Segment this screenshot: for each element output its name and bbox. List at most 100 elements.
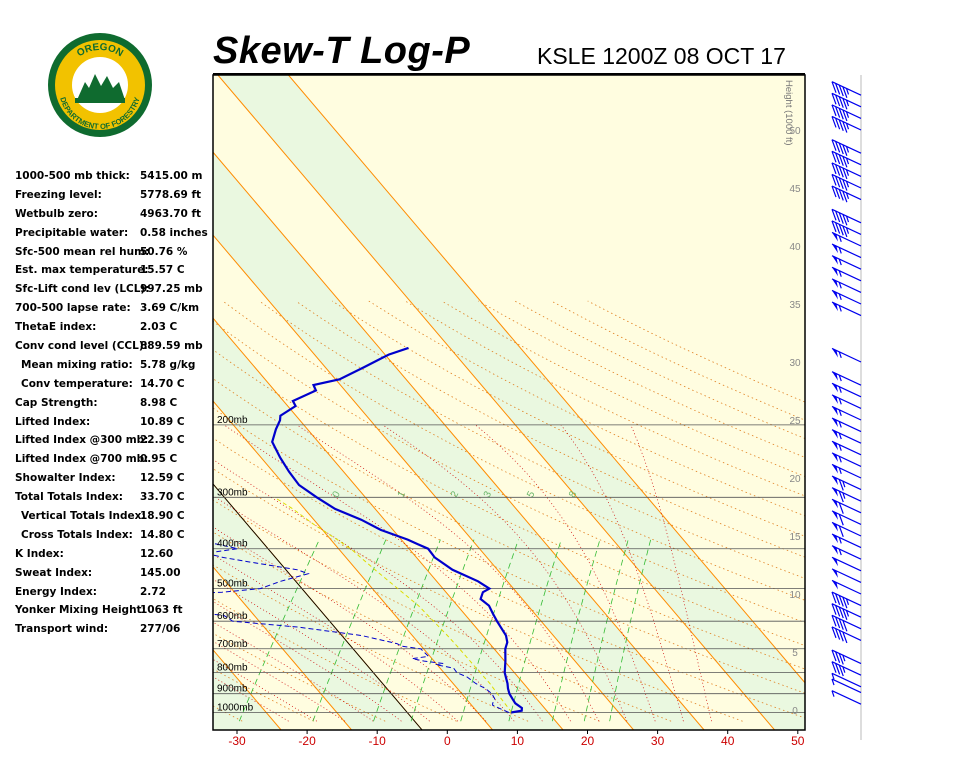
index-label: 700-500 lapse rate: [15,302,131,315]
dry-adiabat [213,378,805,670]
wind-barb [831,150,862,168]
wind-barb [831,556,862,572]
wind-barb-staff [831,231,862,247]
wind-barb-staff [831,545,862,560]
index-label: Freezing level: [15,188,102,201]
wind-barb-half-flag [845,157,850,165]
wind-barb [831,545,862,560]
index-label: Energy Index: [15,585,97,598]
wind-barb-half-flag [842,654,846,662]
wind-barb-staff [831,498,862,514]
pressure-level-label: 900mb [217,684,248,695]
wind-barb-half-flag [838,537,842,544]
wind-barb-flag [842,167,848,180]
wind-barb-half-flag [845,192,850,200]
wind-barb-staff [831,452,862,467]
wind-barb-pennant [831,487,838,497]
wind-barb-pennant [831,557,838,567]
wind-barb-flag [831,649,837,662]
wind-barb [831,394,862,409]
index-label: Est. max temperature: [15,264,149,277]
index-value: 5415.00 m [140,170,203,182]
chart-title: Skew-T Log-P [213,30,471,72]
wind-barb-staff [831,347,862,363]
wind-barb-staff [831,417,862,433]
height-tick-label: 10 [789,590,801,601]
wind-barb [831,626,862,644]
mixing-ratio-line [551,539,601,722]
height-tick-label: 25 [789,416,801,427]
pressure-level-label: 600mb [217,611,248,622]
temperature-tick-label: 30 [651,734,665,748]
wind-barb [831,185,862,203]
wind-barb [831,661,862,677]
wind-barb-staff [831,678,862,694]
wind-barb-flag [831,139,837,151]
wind-barb-flag [842,156,848,168]
dry-adiabat [213,437,805,719]
temperature-tick-label: 10 [511,734,525,748]
wind-barb [831,162,862,180]
wind-barb-flag [831,151,837,163]
wind-barb-pennant [831,441,838,451]
wind-barb [831,690,862,705]
wind-barb [831,487,862,503]
wind-barb-staff [831,556,862,572]
dry-adiabat [213,564,529,722]
wind-barb-flag [835,175,841,188]
index-row: Lifted Index: 10.89 C [15,416,215,435]
wind-barb-flag [835,164,841,176]
wind-barb-flag [835,117,841,130]
index-value: 12.60 [140,547,174,560]
wind-barb-pennant [831,383,838,393]
wind-barb-pennant [831,232,838,242]
index-value: 14.80 C [140,528,185,541]
height-tick-label: 20 [789,474,801,485]
index-value: 0.58 inches [140,226,208,239]
index-row: Cap Strength: 8.98 C [15,397,215,416]
wind-barb-flag [835,210,841,223]
wind-barb-flag [838,479,844,491]
index-value: 145.00 [140,566,181,579]
wind-barb-flag [842,608,848,620]
title-underline [213,73,805,75]
wind-barb [831,521,862,538]
temperature-tick-label: 40 [721,734,735,748]
wind-barb-flag [835,106,841,118]
wind-barb-half-flag [831,678,835,686]
wind-barb-half-flag [842,666,846,673]
wind-barb-half-flag [845,215,850,223]
wind-barb-half-flag [845,181,850,188]
wind-barb [831,678,862,694]
wind-barb-staff [831,568,862,583]
wind-barb-half-flag [838,351,842,359]
wind-barb [831,371,862,386]
wind-barb [831,463,862,479]
index-label: Conv temperature: [21,377,133,390]
wind-barb [831,649,862,665]
wind-barb [831,452,862,467]
wind-barb-staff [831,394,862,409]
index-value: 277/06 [140,623,181,636]
wind-barb-flag [838,142,844,155]
wind-barb-flag [842,144,848,156]
wind-barb-flag [838,525,844,538]
height-tick-label: 30 [789,358,801,369]
wind-barb-half-flag [838,467,842,475]
wind-barb-pennant [831,302,838,312]
mixing-ratio-label: 8 [567,489,580,499]
temperature-tick-label: -10 [369,734,387,748]
temperature-tick-label: -20 [298,734,316,748]
wind-barb-flag [835,616,841,629]
index-label: Vertical Totals Index: [21,510,146,523]
wind-barb-flag [838,630,844,642]
wind-barb-flag [838,84,844,97]
wind-barb-flag [838,664,844,677]
wind-barb-flag [835,651,841,663]
pressure-level-label: 400mb [217,539,248,550]
wind-barb-half-flag [838,386,842,393]
wind-barb-staff [831,649,862,665]
index-row: 1000-500 mb thick: 5415.00 m [15,170,215,189]
